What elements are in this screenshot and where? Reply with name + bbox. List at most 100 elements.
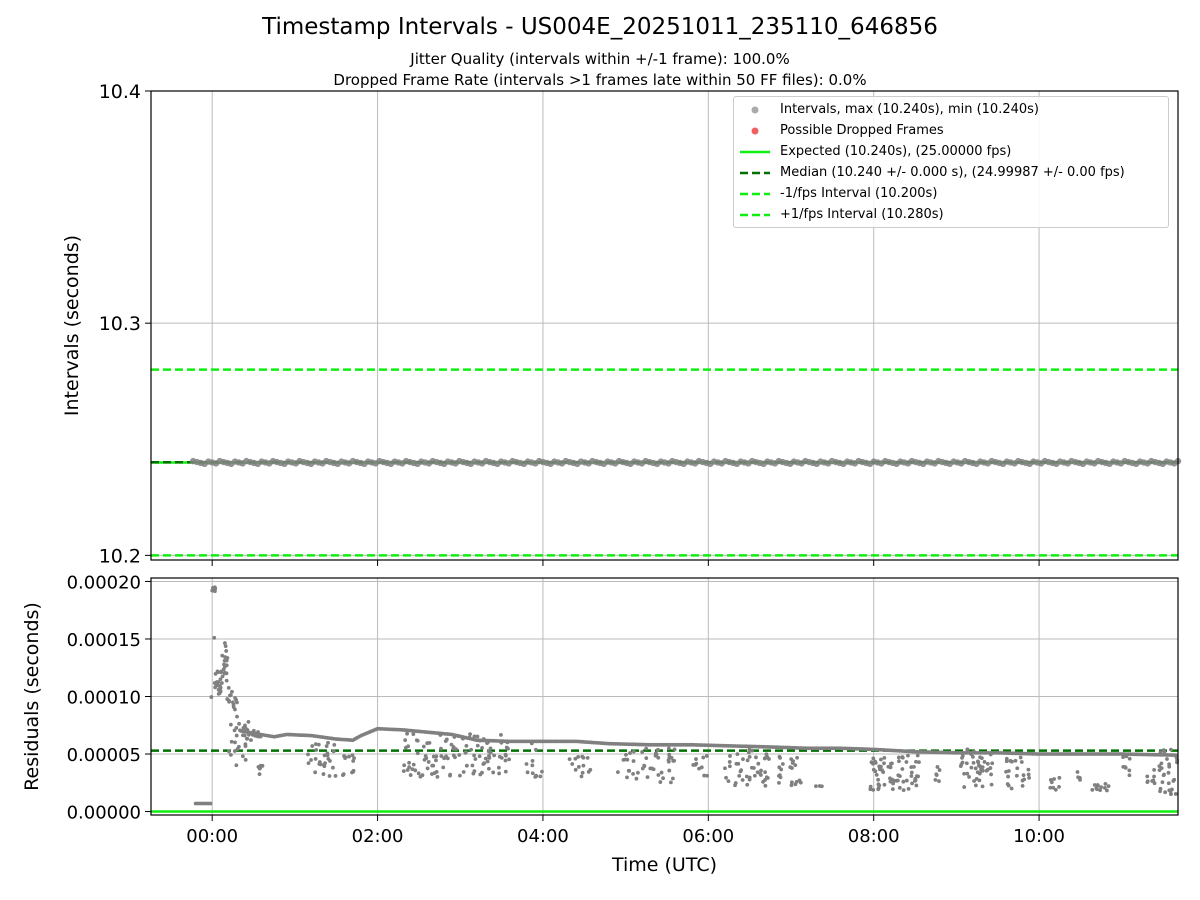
residual-point: [1168, 789, 1173, 794]
residual-point: [1078, 776, 1082, 780]
residual-point: [668, 780, 673, 785]
residual-point: [702, 773, 707, 778]
residual-point: [216, 691, 221, 696]
residual-point: [764, 752, 769, 757]
residual-point: [222, 664, 227, 669]
residual-point: [310, 744, 315, 748]
legend-item-plus-interval: +1/fps Interval (10.280s): [734, 205, 1168, 225]
residual-point: [326, 740, 330, 745]
residual-point: [431, 754, 436, 759]
residual-point: [1052, 777, 1056, 781]
residual-point: [1127, 773, 1132, 778]
residual-point: [213, 685, 218, 690]
residual-point: [533, 747, 538, 752]
residual-point: [235, 714, 239, 719]
residual-point: [737, 773, 742, 778]
residual-point: [882, 756, 887, 760]
residual-point: [408, 773, 413, 777]
bottom-y-tick-label: 0.00010: [67, 688, 141, 709]
residual-point: [814, 784, 818, 789]
residual-point: [869, 760, 874, 765]
residual-point: [651, 767, 656, 772]
residual-point: [1159, 766, 1164, 770]
residual-point: [232, 728, 237, 733]
residual-point: [705, 773, 709, 778]
residual-point: [1092, 783, 1097, 787]
legend-item-minus-interval: -1/fps Interval (10.200s): [734, 184, 1168, 204]
residual-point: [777, 773, 782, 778]
residual-point: [789, 780, 794, 785]
residual-point: [224, 678, 229, 683]
residual-point: [900, 755, 905, 759]
residual-point: [1159, 761, 1164, 766]
residual-point: [471, 771, 476, 776]
bottom-x-tick-label: 00:00: [186, 826, 238, 847]
legend-label-plus-interval: +1/fps Interval (10.280s): [780, 207, 944, 222]
residual-point: [234, 733, 239, 738]
residual-point: [1160, 780, 1165, 785]
residual-point: [667, 746, 671, 751]
residual-point: [1162, 772, 1166, 777]
residual-point: [747, 755, 752, 759]
legend-item-intervals: Intervals, max (10.240s), min (10.240s): [734, 100, 1168, 120]
residual-point: [324, 744, 329, 749]
residual-point: [881, 770, 886, 774]
residual-point: [486, 739, 491, 744]
residual-point: [740, 778, 745, 782]
residual-point: [962, 771, 967, 776]
residual-point: [794, 779, 799, 784]
residual-point: [971, 755, 975, 759]
residual-point: [980, 784, 985, 789]
residual-point: [763, 778, 767, 782]
residual-point: [962, 785, 967, 789]
residual-point: [973, 783, 978, 788]
residual-point: [901, 779, 906, 784]
residual-point: [328, 759, 332, 763]
residual-point: [235, 747, 240, 751]
residual-point: [505, 740, 510, 745]
residual-point: [403, 738, 408, 743]
residual-point: [492, 753, 497, 758]
residual-point: [910, 781, 914, 786]
residual-point: [1152, 774, 1156, 779]
residual-point: [1145, 774, 1150, 779]
residual-point: [745, 782, 750, 787]
residual-point: [1174, 755, 1179, 760]
residual-point: [933, 777, 938, 782]
residual-point: [576, 754, 581, 759]
residual-point: [430, 772, 434, 776]
residual-point: [634, 776, 639, 781]
residual-point: [213, 586, 218, 591]
residual-point: [231, 702, 236, 707]
residual-point: [1152, 767, 1157, 772]
residual-point: [421, 744, 426, 749]
residual-point: [473, 757, 478, 761]
residual-point: [405, 768, 410, 772]
residual-point: [733, 783, 737, 788]
residual-point: [897, 785, 902, 790]
residual-point: [1095, 783, 1100, 788]
residual-point: [478, 738, 482, 743]
residual-point: [223, 644, 228, 649]
residual-point: [472, 753, 477, 758]
residual-point: [234, 763, 239, 768]
residual-point: [331, 765, 335, 770]
residual-point: [351, 769, 355, 774]
residual-point: [220, 674, 225, 679]
residual-point: [251, 728, 256, 733]
residual-point: [477, 754, 482, 759]
residual-point: [227, 749, 231, 754]
legend-label-median: Median (10.240 +/- 0.000 s), (24.99987 +…: [780, 165, 1125, 180]
residual-point: [1051, 785, 1056, 790]
residual-point: [915, 753, 920, 758]
bottom-x-tick-label: 06:00: [682, 826, 734, 847]
legend-label-expected: Expected (10.240s), (25.00000 fps): [780, 144, 1012, 159]
residual-point: [475, 743, 480, 748]
residual-point: [452, 735, 457, 739]
residual-point: [1053, 787, 1058, 792]
residual-point: [977, 778, 982, 783]
residual-point: [475, 734, 480, 739]
residual-point: [659, 770, 664, 775]
legend-item-dropped: Possible Dropped Frames: [734, 121, 1168, 141]
residual-point: [506, 746, 510, 751]
